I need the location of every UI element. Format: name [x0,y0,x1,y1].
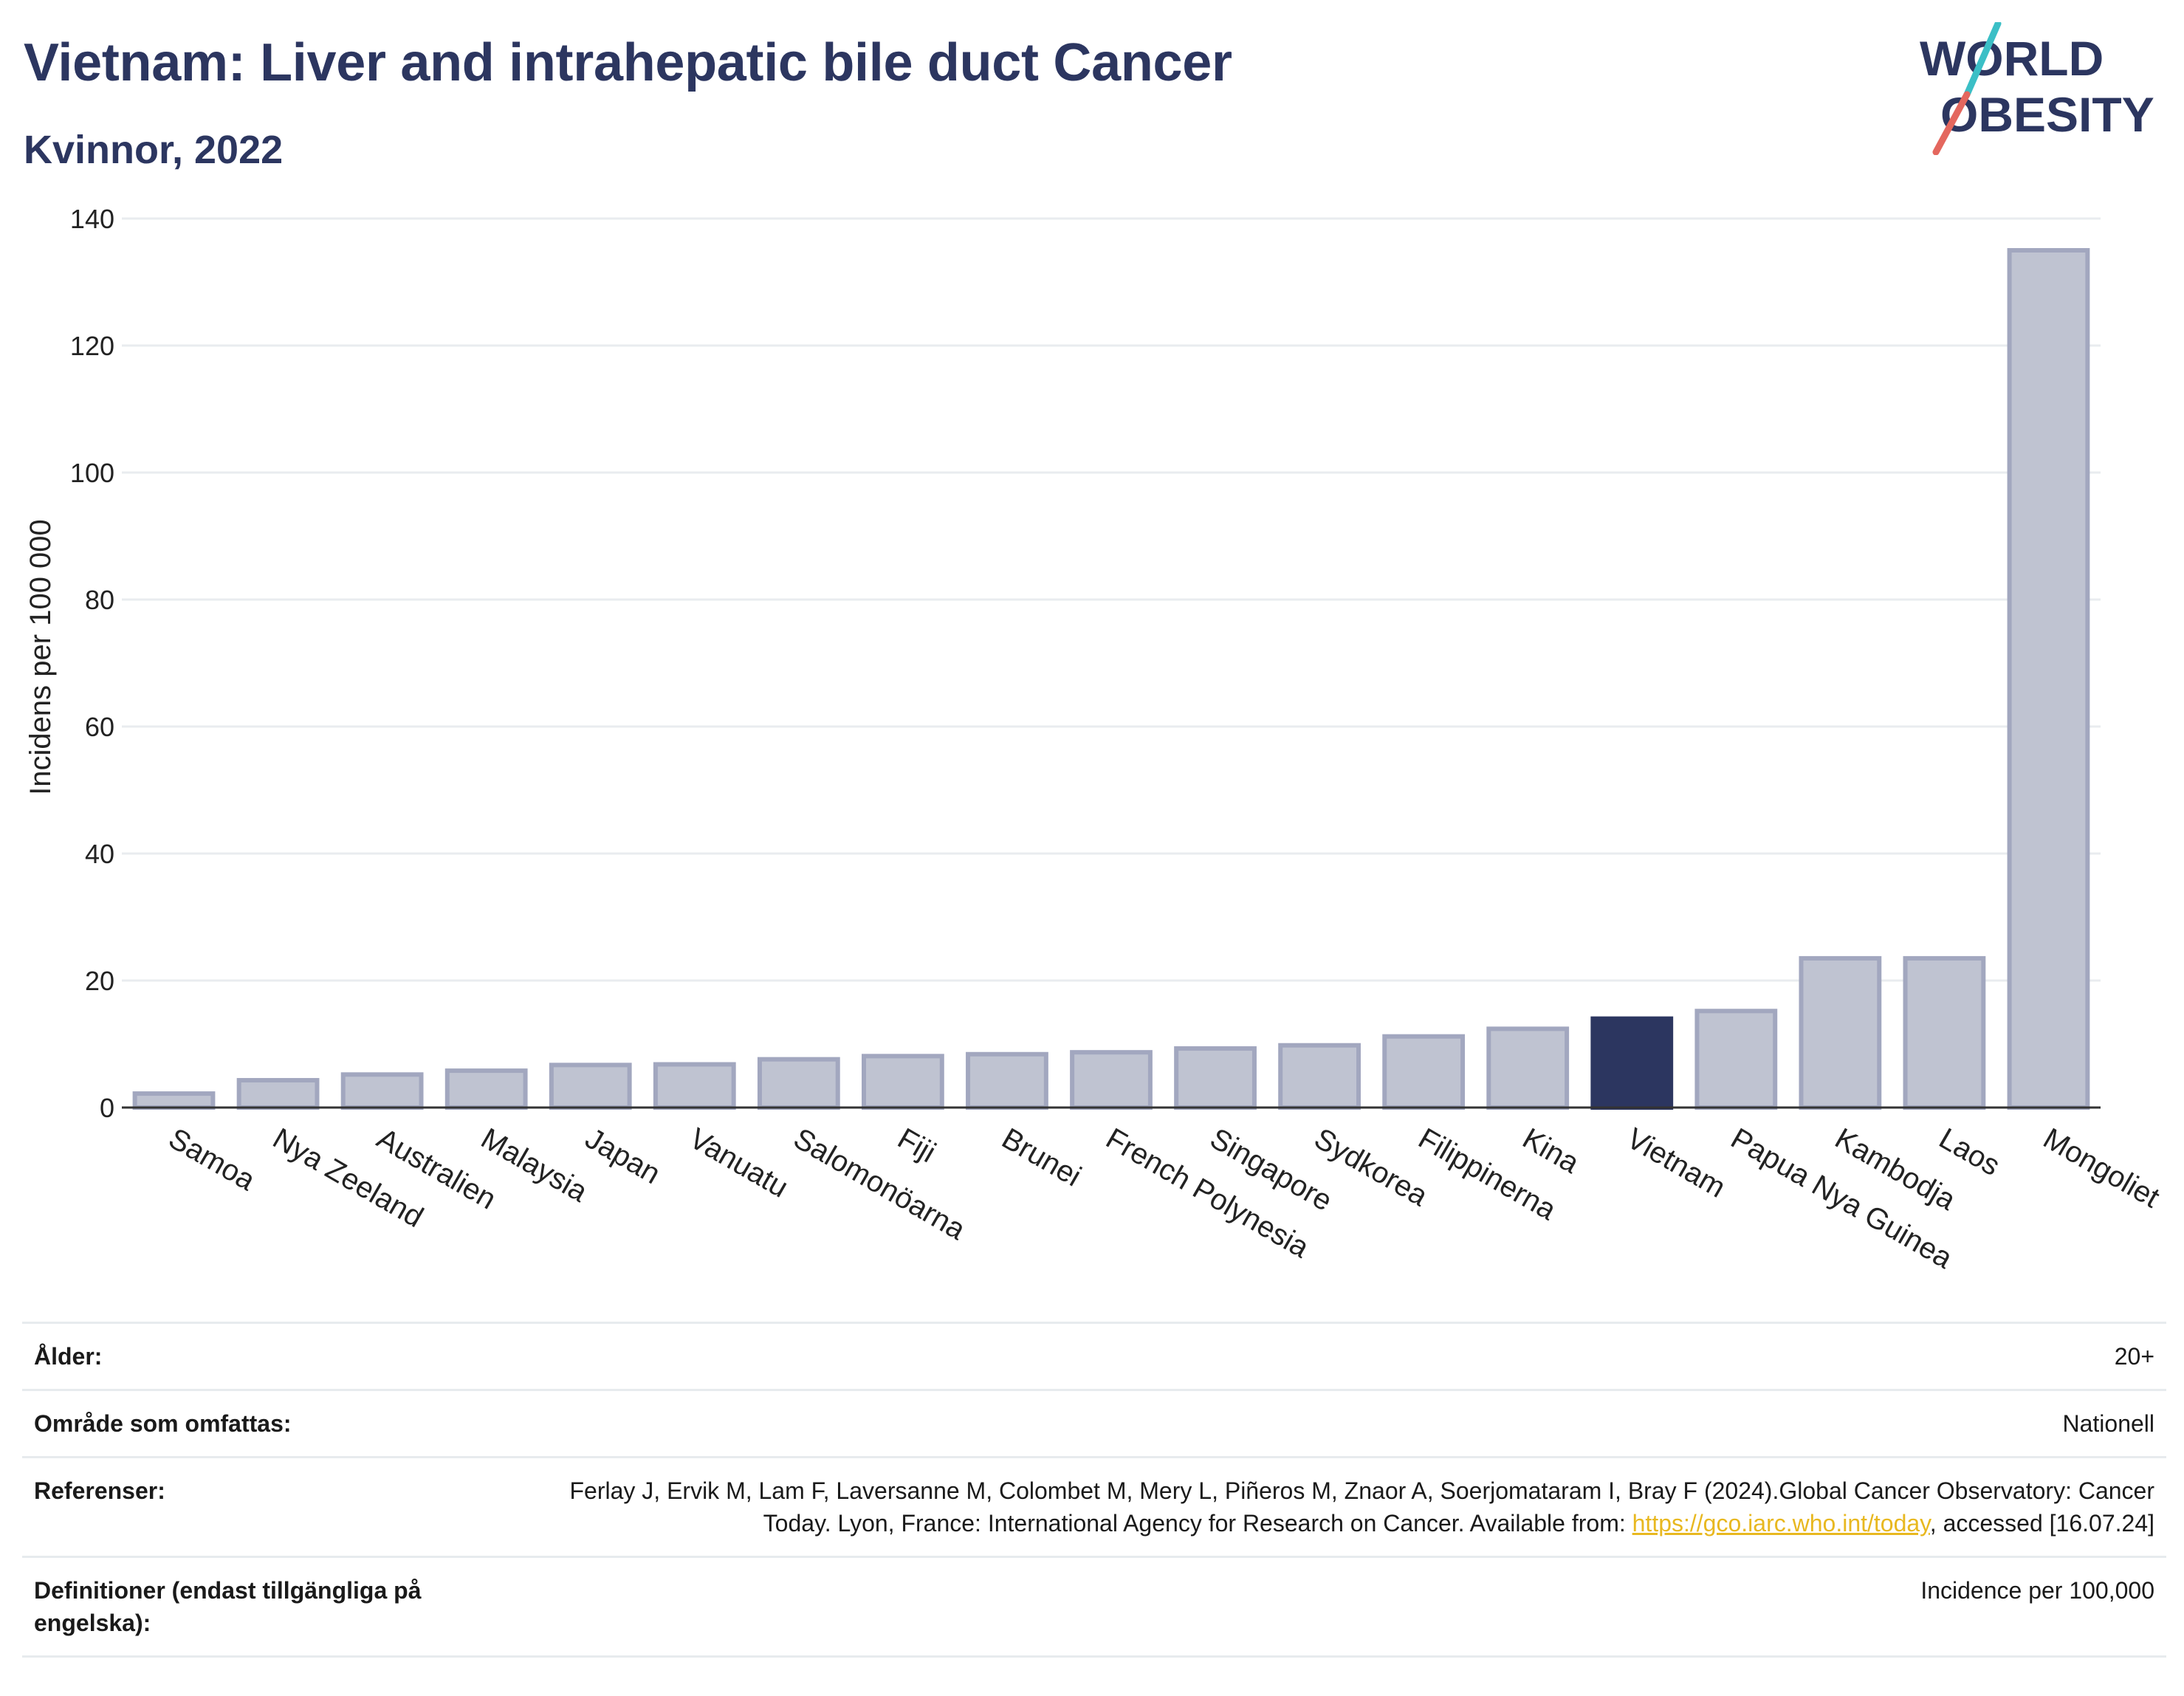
bars [132,248,2090,1110]
bar-kambodja [1799,955,1882,1110]
age-label: Ålder: [34,1343,103,1370]
y-tick-label: 140 [70,204,114,234]
area-value: Nationell [2062,1410,2154,1437]
bar-filippinerna [1382,1034,1466,1110]
bar-laos [1903,955,1986,1110]
references-link[interactable]: https://gco.iarc.who.int/today [1632,1510,1930,1537]
definitions-value: Incidence per 100,000 [1920,1577,2154,1604]
y-tick-labels: 0 20 40 60 80 100 120 140 [70,204,114,1123]
world-obesity-logo: WORLD OBESITY [1920,22,2154,155]
bar-chart: 0 20 40 60 80 100 120 140 Samoa Nya ZeelandAustr… [24,204,2165,1275]
x-tick-label: Vietnam [1621,1122,1731,1204]
x-tick-label: Vanuatu [684,1122,793,1204]
chart-title: Vietnam: Liver and intrahepatic bile duc… [24,33,1232,92]
meta-row-age: Ålder: 20+ [22,1322,2166,1389]
x-tick-label: Laos [1934,1122,2005,1182]
references-text: Ferlay J, Ervik M, Lam F, Laversanne M, … [569,1477,2154,1537]
x-tick-label: Mongoliet [2038,1122,2165,1215]
bar-brunei [966,1051,1048,1110]
bar-australien [340,1072,424,1110]
x-tick-label: Brunei [996,1122,1086,1193]
bar-japan [549,1062,632,1110]
grid-lines [122,217,2101,982]
bar-vanuatu [653,1062,736,1110]
bar-french-polynesia [1070,1050,1153,1110]
y-tick-label: 60 [85,712,114,742]
area-label: Område som omfattas: [34,1410,292,1437]
logo-slash-coral [1932,91,1971,155]
y-tick-label: 120 [70,331,114,361]
definitions-label: Definitioner (endast tillgängliga på eng… [34,1577,422,1636]
y-axis-label: Incidens per 100 000 [24,519,57,795]
meta-row-definitions: Definitioner (endast tillgängliga på eng… [22,1556,2166,1658]
age-value: 20+ [2114,1343,2154,1370]
x-tick-label: Kina [1517,1122,1585,1181]
x-tick-label: Salomonöarna [788,1122,971,1247]
references-label: Referenser: [34,1477,165,1504]
y-tick-label: 20 [85,966,114,996]
references-accessed: , accessed [16.07.24] [1929,1510,2154,1537]
bar-nya-zeeland [236,1078,320,1110]
logo-line-2: OBESITY [1940,87,2154,142]
meta-row-area: Område som omfattas: Nationell [22,1389,2166,1456]
bar-papua-nya-guinea [1694,1009,1778,1110]
y-tick-label: 0 [100,1093,114,1123]
references-value: Ferlay J, Ervik M, Lam F, Laversanne M, … [530,1474,2154,1539]
y-tick-label: 100 [70,458,114,488]
meta-row-references: Referenser: Ferlay J, Ervik M, Lam F, La… [22,1456,2166,1556]
metadata-table: Ålder: 20+ Område som omfattas: Nationel… [22,1322,2166,1658]
bar-vietnam [1590,1016,1674,1110]
logo-slash-teal [1963,22,2002,98]
bar-kina [1486,1026,1570,1110]
bar-singapore [1174,1046,1257,1110]
y-tick-label: 80 [85,585,114,615]
bar-fiji [862,1054,944,1110]
bar-mongoliet [2007,248,2090,1110]
bar-samoa [132,1091,216,1110]
y-tick-label: 40 [85,839,114,869]
bar-sydkorea [1278,1043,1361,1110]
logo-line-1: WORLD [1920,31,2104,86]
x-tick-label: Fiji [892,1122,941,1170]
bar-malaysia [444,1068,528,1110]
chart-subtitle: Kvinnor, 2022 [24,128,284,172]
bar-salomon-arna [757,1057,840,1110]
x-tick-label: Samoa [163,1122,261,1198]
